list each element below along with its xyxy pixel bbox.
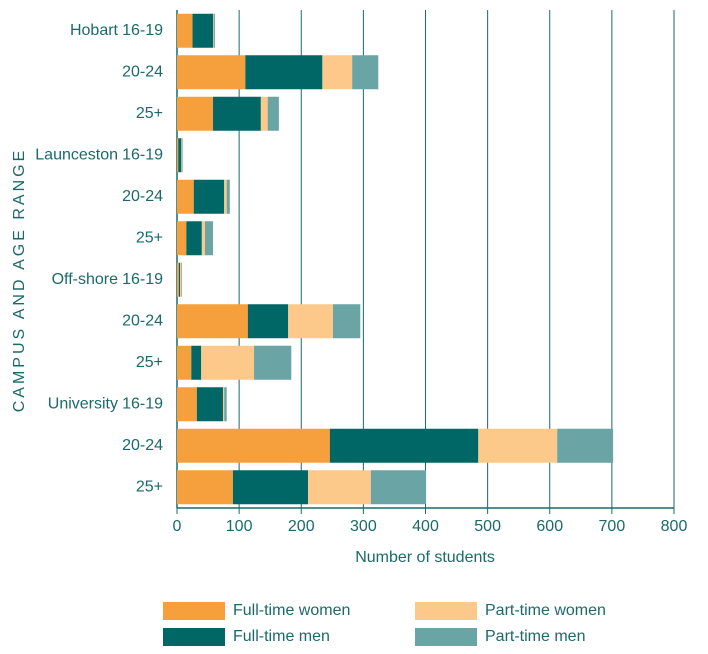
category-label: 16-19 (122, 271, 163, 288)
bar-segment (177, 96, 214, 131)
bar-segment (201, 345, 255, 380)
x-tick-label: 500 (474, 518, 501, 535)
bar-segment (226, 179, 230, 214)
x-tick-label: 100 (226, 518, 253, 535)
campus-label: Off-shore (52, 271, 119, 288)
legend-swatch (415, 602, 477, 620)
bar-segment (254, 345, 292, 380)
x-tick-label: 300 (350, 518, 377, 535)
bar-segment (177, 304, 248, 339)
x-tick-label: 400 (412, 518, 439, 535)
category-label: 16-19 (122, 146, 163, 163)
bar-segment (332, 304, 361, 339)
category-label: 25+ (136, 354, 163, 371)
bar-segment (478, 428, 558, 463)
bar-segment (177, 138, 179, 173)
bar-segment (193, 179, 225, 214)
x-tick-label: 600 (536, 518, 563, 535)
bar-segment (352, 55, 379, 90)
bar-segment (177, 13, 193, 48)
bar-segment (191, 345, 202, 380)
bar-segment (224, 387, 227, 422)
bar-segment (196, 387, 223, 422)
bar-segment (222, 387, 225, 422)
x-tick-label: 800 (661, 518, 688, 535)
bar-segment (213, 13, 214, 48)
bar-segment (232, 470, 309, 505)
bar-segment (180, 262, 182, 297)
bar-segment (177, 55, 246, 90)
bar-segment (213, 96, 261, 131)
bar-segment (557, 428, 614, 463)
category-label: 20-24 (122, 312, 163, 329)
bar-segment (322, 55, 353, 90)
campus-label: Launceston (35, 146, 118, 163)
bar-segment (308, 470, 371, 505)
bar-segment (245, 55, 323, 90)
bar-segment (177, 470, 233, 505)
legend-swatch (163, 628, 225, 646)
category-label: 20-24 (122, 437, 163, 454)
x-tick-label: 700 (599, 518, 626, 535)
legend-label: Part-time men (485, 628, 585, 645)
campus-label: University (48, 395, 118, 412)
category-label: 25+ (136, 105, 163, 122)
bar-segment (177, 221, 187, 256)
bar-segment (370, 470, 427, 505)
legend-label: Full-time men (233, 628, 330, 645)
category-label: 16-19 (122, 395, 163, 412)
bar-segment (181, 262, 182, 297)
bar-segment (267, 96, 279, 131)
category-label: 20-24 (122, 188, 163, 205)
bar-segment (178, 262, 181, 297)
bar-segment (177, 179, 194, 214)
legend-swatch (415, 628, 477, 646)
bar-segment (260, 96, 268, 131)
x-tick-label: 200 (288, 518, 315, 535)
bar-segment (247, 304, 289, 339)
category-label: 20-24 (122, 63, 163, 80)
x-tick-label: 0 (173, 518, 182, 535)
bar-segment (181, 138, 182, 173)
bar-segment (177, 428, 330, 463)
bar-segment (204, 221, 214, 256)
bar-segment (192, 13, 214, 48)
bar-segment (224, 179, 227, 214)
bar-segment (329, 428, 479, 463)
bar-segment (177, 262, 179, 297)
bar-segment (181, 138, 183, 173)
category-label: 25+ (136, 478, 163, 495)
legend-swatch (163, 602, 225, 620)
bar-segment (288, 304, 333, 339)
bar-segment (178, 138, 182, 173)
x-axis-label: Number of students (355, 549, 495, 566)
category-label: 16-19 (122, 22, 163, 39)
bar-segment (201, 221, 205, 256)
legend-label: Full-time women (233, 602, 350, 619)
category-label: 25+ (136, 229, 163, 246)
bar-segment (213, 13, 215, 48)
legend-label: Part-time women (485, 602, 606, 619)
bar-segment (177, 345, 192, 380)
bar-segment (177, 387, 197, 422)
campus-label: Hobart (70, 22, 119, 39)
bar-segment (186, 221, 202, 256)
y-axis-label: CAMPUS AND AGE RANGE (11, 148, 28, 413)
